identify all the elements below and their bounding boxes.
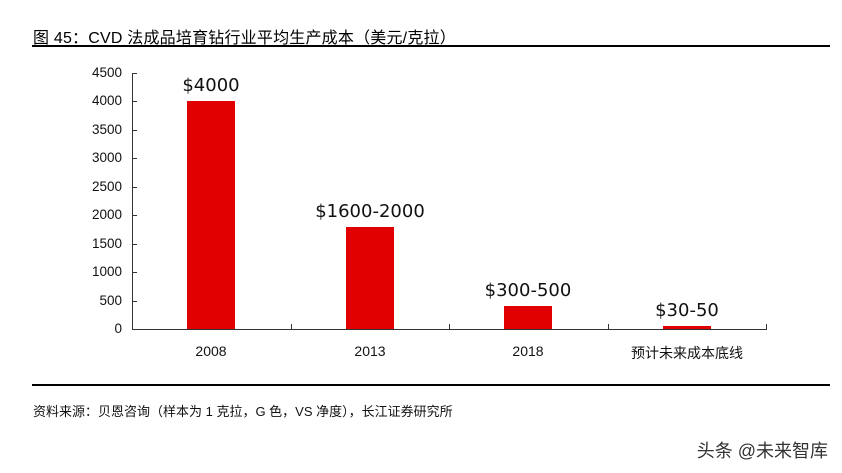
y-tick-label: 0 [114,321,122,336]
y-tick-label: 500 [99,292,122,308]
bar-data-label: $30-50 [655,300,719,321]
x-category-label: 2008 [195,343,227,359]
y-tick-mark [132,215,137,216]
x-axis [132,329,767,330]
watermark: 头条 @未来智库 [696,441,828,461]
y-tick-label: 3000 [91,150,122,166]
y-tick-mark [132,272,137,273]
x-category-label: 2013 [354,343,386,359]
bar-data-label: $300-500 [484,280,572,301]
source-note: 资料来源：贝恩咨询（样本为 1 克拉，G 色，VS 净度），长江证券研究所 [33,404,453,419]
y-tick-mark [132,244,137,245]
y-axis [132,73,133,330]
bar-0 [187,101,235,329]
x-category-label: 预计未来成本底线 [631,345,743,361]
y-tick-label: 2000 [91,207,122,223]
y-tick-mark [132,130,137,131]
y-tick-mark [132,73,137,74]
bar-data-label: $4000 [182,75,240,96]
x-tick-mark [766,324,767,329]
y-tick-label: 2500 [91,178,122,194]
y-tick-label: 1000 [91,264,122,280]
figure-title: 图 45：CVD 法成品培育钻行业平均生产成本（美元/克拉） [33,30,456,47]
y-tick-label: 4000 [91,93,122,109]
bar-2 [504,306,552,329]
y-tick-mark [132,301,137,302]
bar-chart: 0 500 1000 1500 2000 2500 3000 3500 4000 4500 $400… [91,65,767,361]
x-tick-mark [449,324,450,329]
bar-1 [346,227,394,329]
y-tick-mark [132,329,137,330]
y-tick-mark [132,187,137,188]
source-divider [32,384,830,386]
y-tick-mark [132,158,137,159]
y-tick-label: 1500 [91,235,122,251]
y-tick-label: 4500 [91,65,122,80]
title-divider [32,45,830,47]
bar-3 [663,326,711,329]
bar-data-label: $1600-2000 [315,201,425,222]
x-tick-mark [291,324,292,329]
y-tick-mark [132,101,137,102]
x-tick-mark [608,324,609,329]
x-category-label: 2018 [512,343,544,359]
y-tick-label: 3500 [91,121,122,137]
